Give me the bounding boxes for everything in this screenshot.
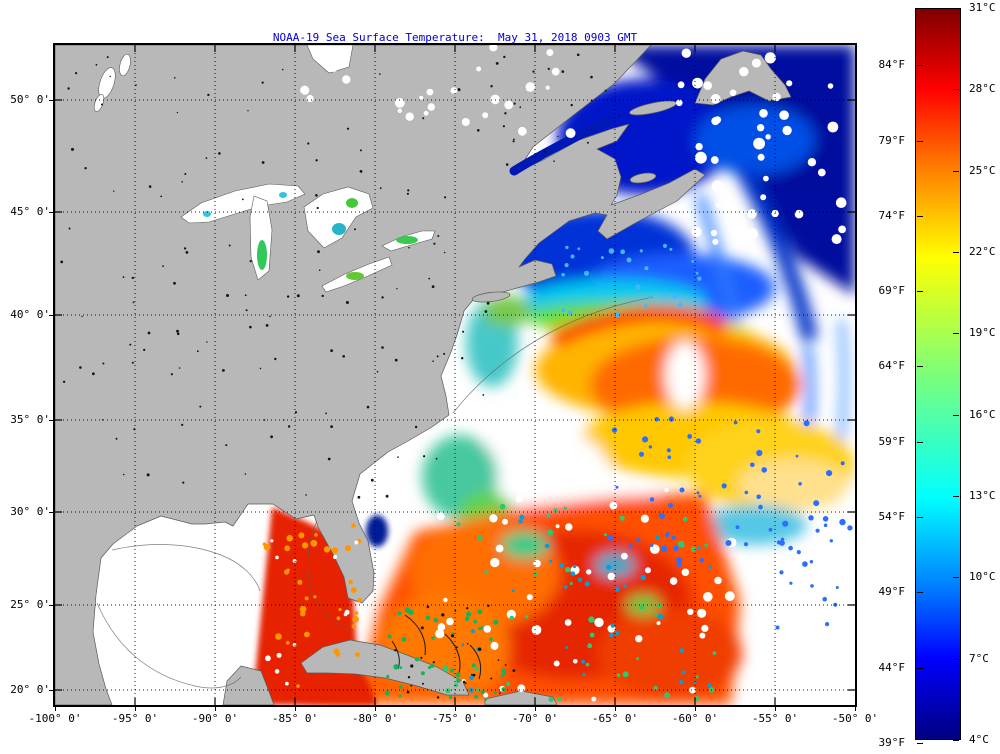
lat-tick-label: 30° 0' — [10, 505, 50, 518]
colorbar-fahrenheit-label: 59°F — [878, 434, 906, 448]
lat-tick-label: 40° 0' — [10, 308, 50, 321]
lake-superior — [180, 183, 306, 224]
lon-tick-label: -65° 0' — [591, 712, 639, 725]
colorbar-celsius-label: 16°C — [969, 407, 996, 421]
colorbar-fahrenheit-label: 84°F — [878, 58, 906, 72]
colorbar-celsius-label: 10°C — [969, 570, 996, 584]
lon-tick-label: -70° 0' — [511, 712, 559, 725]
lat-tick-label: 35° 0' — [10, 413, 50, 426]
bathymetry-contours — [96, 296, 654, 689]
lon-tick-label: -50° 0' — [831, 712, 879, 725]
lat-tick-label: 45° 0' — [10, 205, 50, 218]
graticule-grid — [55, 45, 855, 705]
colorbar-celsius-label: 25°C — [969, 163, 996, 177]
frame-ticks — [55, 45, 855, 705]
newfoundland — [694, 50, 792, 106]
colorbar-fahrenheit-label: 39°F — [878, 736, 906, 749]
colorbar-celsius-label: 31°C — [969, 1, 996, 14]
colorbar-celsius-label: 13°C — [969, 489, 996, 502]
colorbar-celsius-label: 7°C — [969, 651, 989, 665]
lake-winnipegosis — [119, 53, 131, 77]
lon-tick-label: -75° 0' — [431, 712, 479, 725]
lat-tick-label: 25° 0' — [10, 598, 50, 611]
lon-tick-label: -85° 0' — [271, 712, 319, 725]
lon-tick-label: -80° 0' — [351, 712, 399, 725]
hispaniola — [484, 690, 558, 705]
colorbar-gradient — [915, 8, 961, 740]
colorbar-fahrenheit-label: 74°F — [878, 208, 906, 222]
yucatan-peninsula — [222, 665, 275, 705]
colorbar-fahrenheit-label: 54°F — [878, 510, 906, 524]
lon-tick-label: -90° 0' — [191, 712, 239, 725]
cuba — [300, 639, 470, 696]
colorbar-fahrenheit-label: 49°F — [878, 585, 906, 599]
colorbar-celsius-label: 19°C — [969, 326, 996, 340]
colorbar-fahrenheit-label: 69°F — [878, 284, 906, 298]
st-lawrence-river — [509, 116, 613, 176]
long-island — [471, 291, 511, 303]
lon-tick-label: -100° 0' — [28, 712, 82, 725]
lat-tick-label: 20° 0' — [10, 683, 50, 696]
colorbar-celsius-tick — [953, 740, 959, 741]
lon-tick-label: -95° 0' — [111, 712, 159, 725]
colorbar-celsius-label: 4°C — [969, 733, 989, 746]
colorbar-fahrenheit-label: 44°F — [878, 660, 906, 674]
lon-tick-label: -60° 0' — [671, 712, 719, 725]
lake-sst-patches — [203, 192, 418, 280]
lat-tick-label: 50° 0' — [10, 93, 50, 106]
colorbar-fahrenheit-label: 64°F — [878, 359, 906, 373]
sst-speckles — [60, 45, 853, 703]
sst-map-svg — [55, 45, 855, 705]
title-line-1: NOAA-19 Sea Surface Temperature: May 31,… — [272, 31, 638, 44]
colorbar-celsius-label: 28°C — [969, 82, 996, 96]
prince-edward-island — [629, 172, 657, 184]
colorbar-fahrenheit-label: 79°F — [878, 133, 906, 147]
colorbar-fahrenheit-tick — [917, 743, 923, 744]
lon-tick-label: -55° 0' — [751, 712, 799, 725]
colorbar-celsius-label: 22°C — [969, 245, 996, 258]
map-frame — [53, 43, 857, 707]
